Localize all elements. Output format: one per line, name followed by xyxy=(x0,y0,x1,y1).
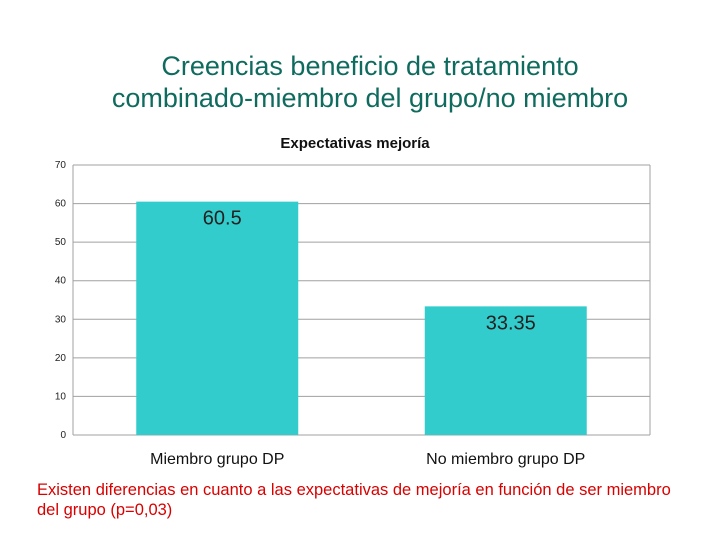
y-tick-label: 30 xyxy=(55,314,67,325)
slide-title-line-2: combinado-miembro del grupo/no miembro xyxy=(111,83,629,113)
slide-title: Creencias beneficio de tratamiento combi… xyxy=(0,50,720,114)
y-tick-label: 20 xyxy=(55,353,67,364)
y-tick-label: 70 xyxy=(55,160,67,171)
bar-1 xyxy=(136,201,299,435)
bars: 60.5 33.35 xyxy=(136,201,587,435)
y-tick-label: 10 xyxy=(55,391,67,402)
data-label-1: 60.5 xyxy=(203,208,242,230)
bar-2 xyxy=(424,306,587,435)
y-tick-label: 0 xyxy=(60,430,66,441)
y-tick-label: 60 xyxy=(55,199,67,210)
x-tick-label: No miembro grupo DP xyxy=(426,451,585,468)
y-axis-ticks: 0 10 20 30 40 50 60 70 xyxy=(55,160,67,441)
x-axis-labels: Miembro grupo DP No miembro grupo DP xyxy=(150,451,585,468)
slide-title-line-1: Creencias beneficio de tratamiento xyxy=(161,51,579,81)
footnote: Existen diferencias en cuanto a las expe… xyxy=(37,481,671,519)
x-tick-label: Miembro grupo DP xyxy=(150,451,284,468)
data-label-2: 33.35 xyxy=(486,312,536,334)
chart-title: Expectativas mejoría xyxy=(280,135,430,152)
y-tick-label: 40 xyxy=(55,276,67,287)
y-tick-label: 50 xyxy=(55,237,67,248)
